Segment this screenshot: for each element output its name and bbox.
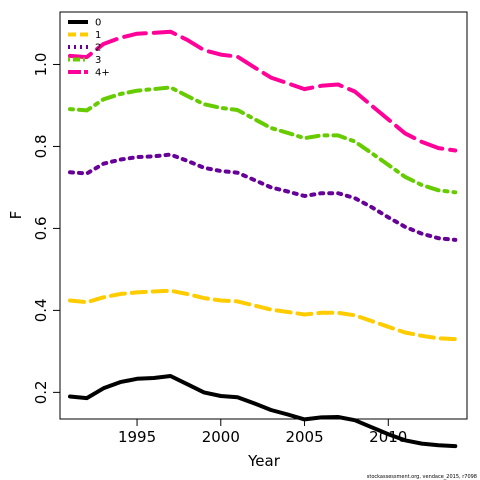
legend-label-0: 0 <box>95 18 101 29</box>
series-line-3 <box>68 85 458 195</box>
series-line-0 <box>68 374 458 449</box>
y-tick-label-4: 1.0 <box>32 53 50 77</box>
legend-label-2: 2 <box>95 43 101 54</box>
x-tick-label-3: 2010 <box>369 428 407 446</box>
x-axis-title: Year <box>247 452 281 470</box>
y-tick-label-0: 0.2 <box>32 380 50 404</box>
x-axis: 1995 2000 2005 2010 <box>118 419 407 446</box>
legend-label-4: 4+ <box>95 68 110 79</box>
x-tick-label-2: 2005 <box>285 428 323 446</box>
legend-label-1: 1 <box>95 30 101 41</box>
x-tick-label-0: 1995 <box>118 428 156 446</box>
footnote: stockassessment.org, vendace_2015, r7098 <box>367 474 477 480</box>
y-tick-label-3: 0.8 <box>32 135 50 159</box>
series-line-1 <box>68 288 458 342</box>
y-tick-label-2: 0.6 <box>32 216 50 240</box>
y-axis: 0.2 0.4 0.6 0.8 1.0 <box>32 53 60 404</box>
series-line-2 <box>68 152 458 242</box>
legend-label-3: 3 <box>95 55 101 66</box>
legend: 01 23 4+ <box>68 18 110 79</box>
y-tick-label-1: 0.4 <box>32 298 50 322</box>
y-axis-title: F <box>7 211 25 220</box>
x-tick-label-1: 2000 <box>202 428 240 446</box>
series-line-4 <box>68 29 458 153</box>
plot-frame <box>59 11 468 420</box>
series-layer <box>68 29 458 449</box>
